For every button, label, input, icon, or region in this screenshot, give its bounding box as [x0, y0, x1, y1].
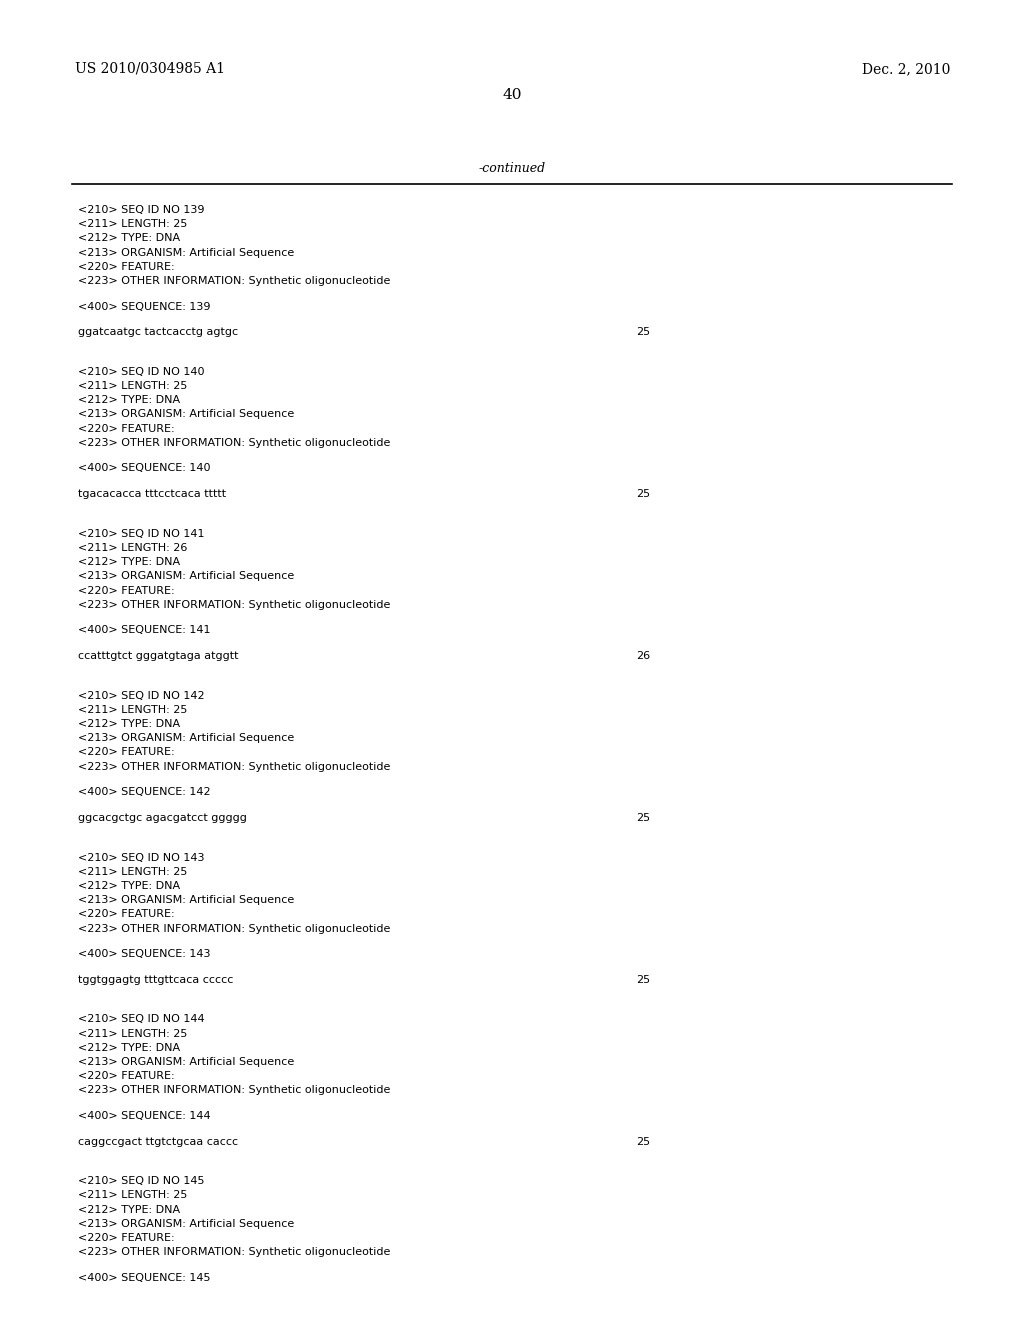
- Text: <211> LENGTH: 25: <211> LENGTH: 25: [78, 705, 187, 715]
- Text: <223> OTHER INFORMATION: Synthetic oligonucleotide: <223> OTHER INFORMATION: Synthetic oligo…: [78, 599, 390, 610]
- Text: <212> TYPE: DNA: <212> TYPE: DNA: [78, 719, 180, 729]
- Text: <220> FEATURE:: <220> FEATURE:: [78, 909, 175, 919]
- Text: 25: 25: [636, 327, 650, 337]
- Text: <212> TYPE: DNA: <212> TYPE: DNA: [78, 1043, 180, 1053]
- Text: <211> LENGTH: 25: <211> LENGTH: 25: [78, 219, 187, 230]
- Text: <223> OTHER INFORMATION: Synthetic oligonucleotide: <223> OTHER INFORMATION: Synthetic oligo…: [78, 276, 390, 286]
- Text: <223> OTHER INFORMATION: Synthetic oligonucleotide: <223> OTHER INFORMATION: Synthetic oligo…: [78, 1085, 390, 1096]
- Text: <210> SEQ ID NO 140: <210> SEQ ID NO 140: [78, 367, 205, 378]
- Text: <210> SEQ ID NO 143: <210> SEQ ID NO 143: [78, 853, 205, 862]
- Text: <213> ORGANISM: Artificial Sequence: <213> ORGANISM: Artificial Sequence: [78, 572, 294, 581]
- Text: <220> FEATURE:: <220> FEATURE:: [78, 424, 175, 434]
- Text: 25: 25: [636, 813, 650, 822]
- Text: 25: 25: [636, 974, 650, 985]
- Text: <223> OTHER INFORMATION: Synthetic oligonucleotide: <223> OTHER INFORMATION: Synthetic oligo…: [78, 438, 390, 447]
- Text: US 2010/0304985 A1: US 2010/0304985 A1: [75, 62, 225, 77]
- Text: <400> SEQUENCE: 141: <400> SEQUENCE: 141: [78, 626, 211, 635]
- Text: <210> SEQ ID NO 142: <210> SEQ ID NO 142: [78, 690, 205, 701]
- Text: <400> SEQUENCE: 143: <400> SEQUENCE: 143: [78, 949, 211, 960]
- Text: <210> SEQ ID NO 145: <210> SEQ ID NO 145: [78, 1176, 205, 1187]
- Text: -continued: -continued: [478, 162, 546, 176]
- Text: <210> SEQ ID NO 139: <210> SEQ ID NO 139: [78, 205, 205, 215]
- Text: <400> SEQUENCE: 139: <400> SEQUENCE: 139: [78, 301, 211, 312]
- Text: <211> LENGTH: 25: <211> LENGTH: 25: [78, 381, 187, 391]
- Text: <210> SEQ ID NO 144: <210> SEQ ID NO 144: [78, 1014, 205, 1024]
- Text: <400> SEQUENCE: 144: <400> SEQUENCE: 144: [78, 1111, 211, 1121]
- Text: <400> SEQUENCE: 145: <400> SEQUENCE: 145: [78, 1272, 211, 1283]
- Text: <223> OTHER INFORMATION: Synthetic oligonucleotide: <223> OTHER INFORMATION: Synthetic oligo…: [78, 924, 390, 933]
- Text: <220> FEATURE:: <220> FEATURE:: [78, 1233, 175, 1243]
- Text: <211> LENGTH: 25: <211> LENGTH: 25: [78, 1028, 187, 1039]
- Text: tgacacacca tttcctcaca ttttt: tgacacacca tttcctcaca ttttt: [78, 488, 226, 499]
- Text: ccatttgtct gggatgtaga atggtt: ccatttgtct gggatgtaga atggtt: [78, 651, 239, 661]
- Text: <213> ORGANISM: Artificial Sequence: <213> ORGANISM: Artificial Sequence: [78, 1218, 294, 1229]
- Text: <213> ORGANISM: Artificial Sequence: <213> ORGANISM: Artificial Sequence: [78, 248, 294, 257]
- Text: <212> TYPE: DNA: <212> TYPE: DNA: [78, 557, 180, 568]
- Text: <400> SEQUENCE: 142: <400> SEQUENCE: 142: [78, 787, 211, 797]
- Text: <212> TYPE: DNA: <212> TYPE: DNA: [78, 395, 180, 405]
- Text: <213> ORGANISM: Artificial Sequence: <213> ORGANISM: Artificial Sequence: [78, 1057, 294, 1067]
- Text: <213> ORGANISM: Artificial Sequence: <213> ORGANISM: Artificial Sequence: [78, 409, 294, 420]
- Text: 25: 25: [636, 1137, 650, 1147]
- Text: <213> ORGANISM: Artificial Sequence: <213> ORGANISM: Artificial Sequence: [78, 733, 294, 743]
- Text: <212> TYPE: DNA: <212> TYPE: DNA: [78, 234, 180, 243]
- Text: <211> LENGTH: 26: <211> LENGTH: 26: [78, 543, 187, 553]
- Text: <212> TYPE: DNA: <212> TYPE: DNA: [78, 1205, 180, 1214]
- Text: 40: 40: [502, 88, 522, 102]
- Text: 26: 26: [636, 651, 650, 661]
- Text: <210> SEQ ID NO 141: <210> SEQ ID NO 141: [78, 529, 205, 539]
- Text: caggccgact ttgtctgcaa caccc: caggccgact ttgtctgcaa caccc: [78, 1137, 239, 1147]
- Text: <211> LENGTH: 25: <211> LENGTH: 25: [78, 1191, 187, 1200]
- Text: <400> SEQUENCE: 140: <400> SEQUENCE: 140: [78, 463, 211, 474]
- Text: 25: 25: [636, 488, 650, 499]
- Text: <220> FEATURE:: <220> FEATURE:: [78, 586, 175, 595]
- Text: <211> LENGTH: 25: <211> LENGTH: 25: [78, 867, 187, 876]
- Text: <220> FEATURE:: <220> FEATURE:: [78, 1072, 175, 1081]
- Text: <212> TYPE: DNA: <212> TYPE: DNA: [78, 880, 180, 891]
- Text: <213> ORGANISM: Artificial Sequence: <213> ORGANISM: Artificial Sequence: [78, 895, 294, 906]
- Text: <223> OTHER INFORMATION: Synthetic oligonucleotide: <223> OTHER INFORMATION: Synthetic oligo…: [78, 1247, 390, 1257]
- Text: <220> FEATURE:: <220> FEATURE:: [78, 261, 175, 272]
- Text: Dec. 2, 2010: Dec. 2, 2010: [861, 62, 950, 77]
- Text: <220> FEATURE:: <220> FEATURE:: [78, 747, 175, 758]
- Text: ggcacgctgc agacgatcct ggggg: ggcacgctgc agacgatcct ggggg: [78, 813, 247, 822]
- Text: <223> OTHER INFORMATION: Synthetic oligonucleotide: <223> OTHER INFORMATION: Synthetic oligo…: [78, 762, 390, 772]
- Text: ggatcaatgc tactcacctg agtgc: ggatcaatgc tactcacctg agtgc: [78, 327, 239, 337]
- Text: tggtggagtg tttgttcaca ccccc: tggtggagtg tttgttcaca ccccc: [78, 974, 233, 985]
